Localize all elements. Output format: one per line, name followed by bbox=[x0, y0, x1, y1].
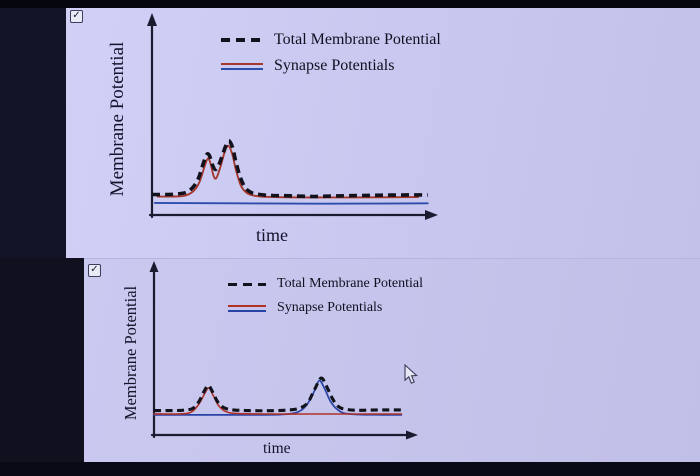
bezel-bottom bbox=[0, 462, 700, 476]
solid-lines-swatch-icon bbox=[221, 62, 263, 70]
chart2-y-axis-label: Membrane Potential bbox=[121, 285, 140, 421]
chart1-legend-item-total: Total Membrane Potential bbox=[221, 31, 441, 49]
series-line bbox=[153, 201, 429, 205]
chart1-x-axis-label: time bbox=[256, 225, 288, 245]
bezel-left-lower bbox=[0, 258, 84, 462]
chart1-legend-label-synapse: Synapse Potentials bbox=[274, 57, 395, 74]
chart1-y-axis-label: Membrane Potential bbox=[107, 41, 128, 197]
chart1-checkbox[interactable]: ✓ bbox=[70, 10, 83, 23]
series-line bbox=[151, 139, 428, 199]
blue-line-swatch bbox=[221, 67, 263, 70]
chart2-legend-label-synapse: Synapse Potentials bbox=[277, 300, 383, 315]
chart1-plot bbox=[147, 13, 438, 220]
chart1-y-axis-arrow-icon bbox=[147, 13, 157, 26]
mouse-cursor-icon bbox=[404, 364, 418, 384]
series-line bbox=[154, 376, 404, 413]
chart2-x-axis-label: time bbox=[263, 440, 291, 457]
chart1-x-axis-arrow-icon bbox=[425, 210, 438, 220]
blue-line-swatch bbox=[228, 309, 266, 312]
bezel-top bbox=[0, 0, 700, 8]
chart1-panel bbox=[66, 8, 700, 258]
solid-lines-swatch-icon bbox=[228, 304, 266, 312]
chart2-legend-item-synapse: Synapse Potentials bbox=[228, 300, 382, 316]
series-line bbox=[156, 144, 419, 199]
chart2-legend-item-total: Total Membrane Potential bbox=[228, 276, 423, 292]
bezel-left-upper bbox=[0, 8, 66, 258]
chart2-checkbox[interactable]: ✓ bbox=[88, 264, 101, 277]
chart2-plot bbox=[149, 261, 418, 440]
red-line-swatch bbox=[221, 62, 263, 65]
dashed-line-swatch-icon bbox=[221, 38, 263, 42]
chart2-panel bbox=[84, 258, 700, 463]
chart1-legend-item-synapse: Synapse Potentials bbox=[221, 57, 394, 75]
chart2-legend-label-total: Total Membrane Potential bbox=[277, 276, 423, 291]
chart2-y-axis-arrow-icon bbox=[149, 261, 159, 272]
red-line-swatch bbox=[228, 304, 266, 307]
chart1-legend-label-total: Total Membrane Potential bbox=[274, 31, 441, 48]
chart2-x-axis-arrow-icon bbox=[406, 430, 418, 440]
dashed-line-swatch-icon bbox=[228, 282, 266, 286]
